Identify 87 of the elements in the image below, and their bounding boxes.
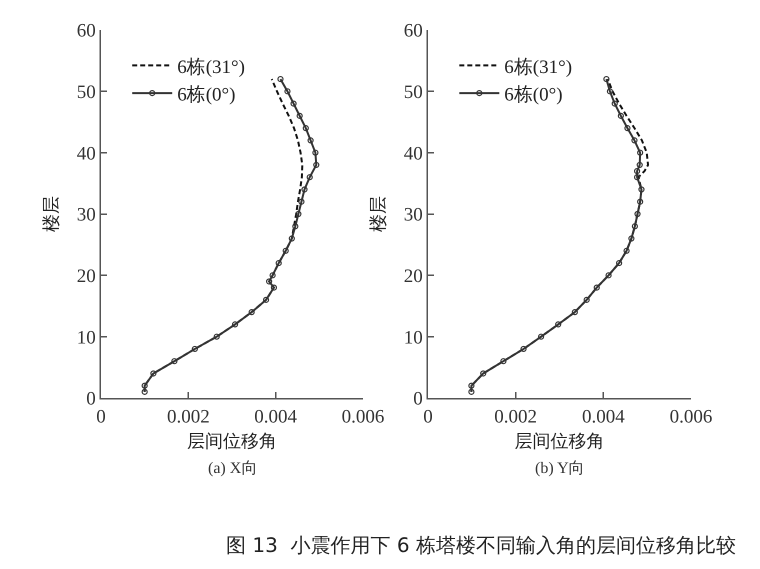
legend-label: 6栋(0°) [177,84,236,106]
point [290,100,297,107]
y-tick-label: 0 [86,388,96,410]
point [623,248,630,254]
point [638,186,645,193]
point [298,198,305,205]
legend-label: 6栋(31°) [504,56,572,78]
point [306,174,313,180]
point [214,334,220,340]
point [594,284,600,291]
y-tick-label: 20 [76,266,96,287]
point [500,358,506,364]
point [266,278,272,285]
x-tick-label: 0.002 [494,406,538,428]
point [142,388,148,395]
point [142,382,148,389]
point [277,76,284,82]
y-axis-title: 楼层 [41,196,62,232]
point [468,382,474,389]
point [634,168,640,174]
point [606,88,614,94]
point [634,210,641,218]
point [584,296,590,303]
point [632,223,638,230]
point [636,162,643,168]
point [308,137,314,144]
point [312,150,318,156]
point [603,76,610,82]
y-tick-label: 60 [76,20,96,42]
point [284,88,291,94]
point [270,272,276,278]
point [628,235,634,242]
point [520,346,527,352]
point [262,296,270,303]
x-tick-label: 0.004 [254,406,298,428]
text: (b) Y向 [535,460,585,477]
point [618,112,624,119]
x-tick-label: 0.002 [166,406,210,428]
point [282,248,289,254]
x-axis-title: 层间位移角 [187,431,277,452]
point [192,346,198,352]
point [296,112,303,119]
point [612,100,618,107]
point [292,223,298,230]
x-tick-label: 0.004 [582,406,626,428]
y-tick-label: 30 [404,204,423,226]
point [276,260,282,266]
legend-label: 6栋(31°) [177,56,245,78]
y-tick-label: 40 [404,143,423,164]
point [232,321,238,328]
y-axis-title: 楼层 [368,196,390,232]
point [248,309,255,316]
x-tick-label: 0.006 [342,406,384,428]
point [295,210,302,218]
point [605,272,612,278]
point [572,309,578,316]
point [270,284,278,291]
legend-label: 6栋(0°) [504,84,563,106]
y-tick-label: 30 [76,204,96,226]
y-tick-label: 20 [404,266,423,287]
y-tick-label: 10 [76,327,96,348]
point [634,174,640,180]
y-tick-label: 0 [413,388,423,410]
y-tick-label: 50 [76,82,96,103]
point [302,125,309,132]
point [480,370,486,377]
point [637,150,644,156]
point [637,198,644,205]
point [468,388,474,395]
x-axis-title: 层间位移角 [514,431,604,452]
point [313,162,320,168]
point [538,334,544,340]
point [624,125,631,132]
y-tick-label: 50 [404,82,423,103]
caption: 图 13 小震作用下 6 栋塔楼不同输入角的层间位移角比较 [226,533,736,557]
y-tick-label: 40 [76,143,96,164]
x-tick-label: 0.006 [670,406,712,428]
point [555,321,562,328]
y-tick-label: 10 [404,327,423,348]
point [631,137,638,144]
text: (a) X向 [208,460,258,477]
point [171,358,178,364]
y-tick-label: 60 [404,20,423,42]
point [288,235,295,242]
point [150,370,156,377]
point [301,186,308,193]
point [616,260,622,266]
